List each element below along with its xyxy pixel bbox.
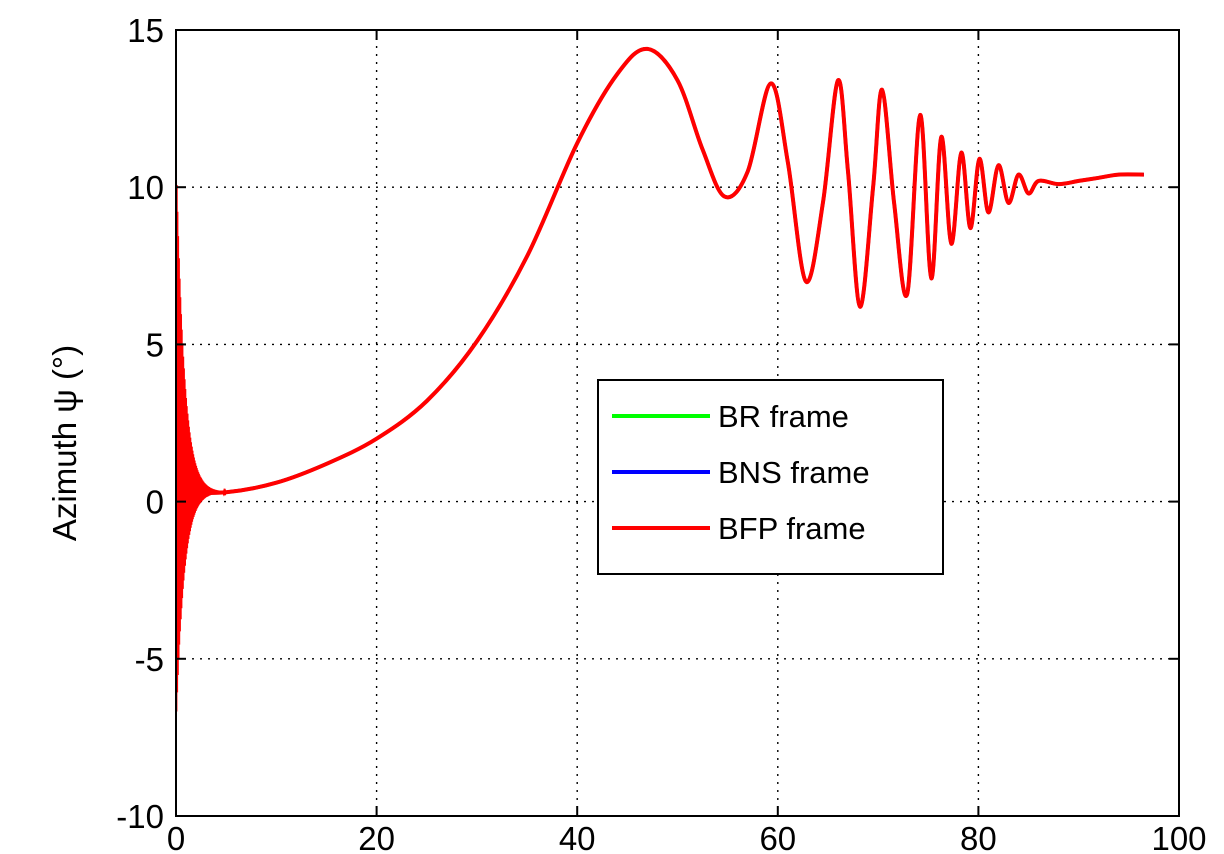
x-tick-label: 20 [358, 820, 395, 854]
y-axis-label: Azimuth ψ (°) [46, 345, 83, 541]
initial-oscillation [175, 155, 228, 712]
legend-box [597, 379, 944, 575]
tick-labels: 0 20 40 60 80 100 -10 -5 0 5 10 15 [116, 12, 1206, 854]
legend-label-bns-frame: BNS frame [718, 455, 870, 490]
x-tick-label: 100 [1151, 820, 1206, 854]
y-tick-label: 15 [127, 12, 164, 49]
plot-frame [175, 29, 1180, 817]
axis-ticks [175, 29, 1180, 817]
series-line-bfp-frame [175, 46, 1144, 495]
y-tick-label: 5 [146, 326, 164, 363]
x-tick-label: 80 [960, 820, 997, 854]
y-tick-label: 0 [146, 484, 164, 521]
legend-label-bfp-frame: BFP frame [718, 511, 866, 546]
x-tick-label: 40 [559, 820, 596, 854]
x-tick-label: 60 [759, 820, 796, 854]
series-lines [175, 46, 1144, 712]
legend: BR frame BNS frame BFP frame [597, 379, 944, 575]
y-tick-label: -10 [116, 798, 164, 835]
x-tick-label: 0 [167, 820, 185, 854]
legend-label-br-frame: BR frame [718, 399, 849, 434]
y-tick-label: 10 [127, 169, 164, 206]
y-tick-label: -5 [135, 641, 164, 678]
